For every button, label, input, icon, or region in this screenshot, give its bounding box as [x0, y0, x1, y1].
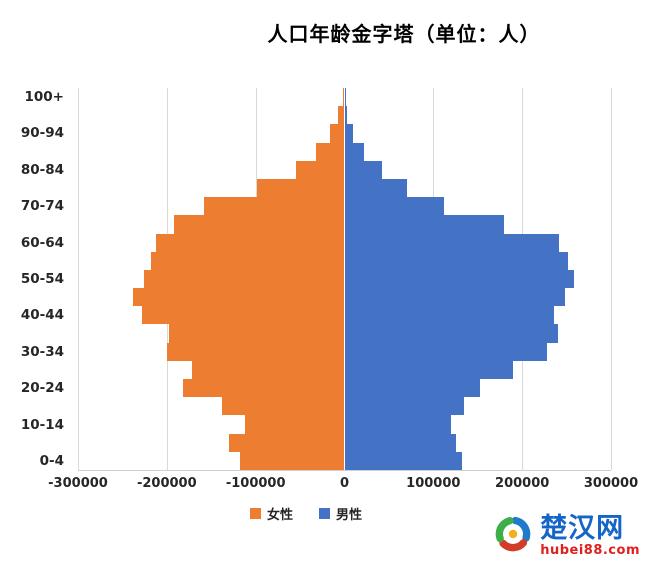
bar-male-10-14	[344, 415, 452, 434]
bar-female-20-24	[182, 379, 345, 398]
x-tick-label: 300000	[583, 476, 639, 491]
bar-female-45-49	[133, 288, 345, 307]
bar-male-85-89	[344, 142, 365, 161]
female-legend-label: 女性	[266, 508, 293, 523]
bar-male-30-34	[344, 342, 548, 361]
bar-male-35-39	[344, 324, 558, 343]
bar-female-55-59	[150, 251, 345, 270]
bar-male-60-64	[344, 233, 560, 252]
bar-male-65-69	[344, 215, 505, 234]
bar-female-0-4	[239, 451, 345, 470]
bar-male-25-29	[344, 360, 514, 380]
bar-male-50-54	[344, 269, 574, 289]
y-tick-label: 30-34	[20, 343, 64, 360]
bar-female-35-39	[168, 324, 345, 343]
y-tick-label: 90-94	[20, 125, 64, 142]
bar-female-100+	[342, 88, 345, 107]
bar-male-5-9	[344, 433, 457, 452]
bar-female-95-99	[338, 106, 345, 125]
bar-male-45-49	[344, 288, 565, 307]
y-tick-label: 100+	[24, 89, 65, 106]
x-axis-line	[78, 470, 611, 471]
legend: 女性 男性	[0, 504, 630, 523]
x-tick-label: 100000	[406, 476, 461, 491]
bar-female-85-89	[316, 142, 345, 161]
x-tick-label: 200000	[495, 476, 550, 491]
logo-text: 楚汉网 hubei88.com	[540, 515, 640, 557]
bar-female-90-94	[330, 124, 345, 143]
y-tick-label: 70-74	[20, 198, 64, 215]
bar-female-60-64	[156, 233, 345, 252]
bar-female-10-14	[245, 415, 345, 434]
bar-female-5-9	[229, 433, 345, 452]
y-axis: 0-4 10-14 20-24 30-34 40-44 50-54 60-64 70-74 80…	[0, 88, 70, 470]
chart-title: 人口年龄金字塔（单位：人）	[267, 22, 541, 46]
logo-domain: hubei88.com	[540, 543, 640, 558]
bar-male-95-99	[344, 106, 348, 125]
legend-item-female: 女性	[249, 504, 293, 523]
bar-female-15-19	[221, 397, 345, 416]
site-logo[interactable]: 楚汉网 hubei88.com	[492, 513, 640, 559]
x-tick-label: -300000	[48, 476, 108, 491]
bar-male-100+	[344, 88, 346, 107]
y-tick-label: 50-54	[20, 271, 64, 287]
y-tick-label: 60-64	[20, 234, 64, 251]
bar-female-25-29	[191, 360, 345, 380]
bar-male-0-4	[344, 451, 462, 470]
bar-female-70-74	[204, 197, 345, 216]
bar-female-80-84	[295, 160, 345, 179]
y-tick-label: 40-44	[20, 307, 64, 324]
bar-female-40-44	[141, 306, 345, 325]
female-legend-swatch	[249, 508, 261, 519]
logo-site-name: 楚汉网	[540, 513, 625, 544]
bar-male-90-94	[344, 124, 353, 143]
y-tick-label: 10-14	[20, 416, 64, 433]
bar-male-70-74	[344, 197, 444, 216]
bar-female-50-54	[143, 269, 345, 289]
gridline	[78, 88, 79, 470]
bar-male-80-84	[344, 160, 382, 179]
x-tick-label: -200000	[136, 476, 197, 491]
y-tick-label: 20-24	[20, 380, 64, 397]
bar-male-75-79	[344, 178, 407, 198]
bar-male-20-24	[344, 379, 480, 398]
bar-male-15-19	[344, 397, 464, 416]
bar-male-55-59	[344, 251, 569, 270]
bar-male-40-44	[344, 306, 555, 325]
gridline	[611, 88, 612, 470]
plot-area	[78, 88, 612, 470]
y-tick-label: 0-4	[39, 452, 64, 469]
bar-female-75-79	[257, 178, 345, 198]
bar-female-30-34	[166, 342, 345, 361]
x-axis: -300000 -200000 -100000 0 100000 200000 300000	[48, 476, 638, 494]
x-tick-label: 0	[339, 476, 350, 491]
legend-item-male: 男性	[319, 504, 362, 523]
male-legend-swatch	[319, 508, 330, 519]
x-tick-label: -100000	[225, 476, 286, 491]
male-legend-label: 男性	[336, 508, 363, 523]
logo-swirl-icon	[492, 513, 534, 559]
bar-female-65-69	[173, 215, 345, 234]
y-tick-label: 80-84	[20, 161, 64, 178]
